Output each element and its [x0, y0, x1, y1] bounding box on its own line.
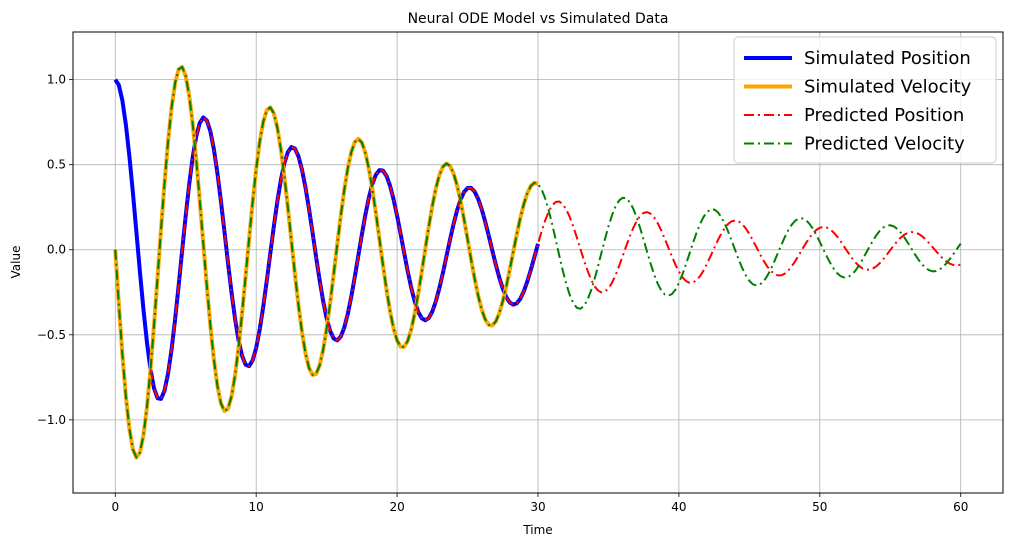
y-axis-label: Value [9, 246, 23, 279]
x-axis-label: Time [522, 523, 552, 537]
x-tick-label: 50 [812, 500, 827, 514]
legend-label: Predicted Velocity [804, 134, 965, 155]
legend-label: Predicted Position [804, 105, 964, 126]
axis-ticks: 0 10 20 30 40 50 60 −1.0 −0.5 0.0 0.5 1.0 [37, 73, 969, 514]
series-layer [113, 64, 962, 460]
x-tick-label: 0 [111, 500, 119, 514]
x-tick-label: 40 [671, 500, 686, 514]
legend-label: Simulated Position [804, 48, 971, 69]
x-tick-label: 10 [249, 500, 264, 514]
y-tick-label: −0.5 [37, 328, 66, 342]
y-tick-label: 0.5 [47, 158, 66, 172]
legend-box [733, 36, 997, 164]
x-tick-label: 20 [389, 500, 404, 514]
legend-label: Simulated Velocity [804, 77, 972, 98]
chart-title: Neural ODE Model vs Simulated Data [408, 11, 669, 27]
series-line-predicted-position [149, 116, 961, 400]
legend: Simulated Position Simulated Velocity Pred… [733, 36, 997, 164]
y-tick-label: 0.0 [47, 243, 66, 257]
x-tick-label: 60 [953, 500, 968, 514]
series-line-predicted-velocity [114, 65, 962, 459]
x-tick-label: 30 [530, 500, 545, 514]
y-tick-label: 1.0 [47, 73, 66, 87]
y-tick-label: −1.0 [37, 413, 66, 427]
